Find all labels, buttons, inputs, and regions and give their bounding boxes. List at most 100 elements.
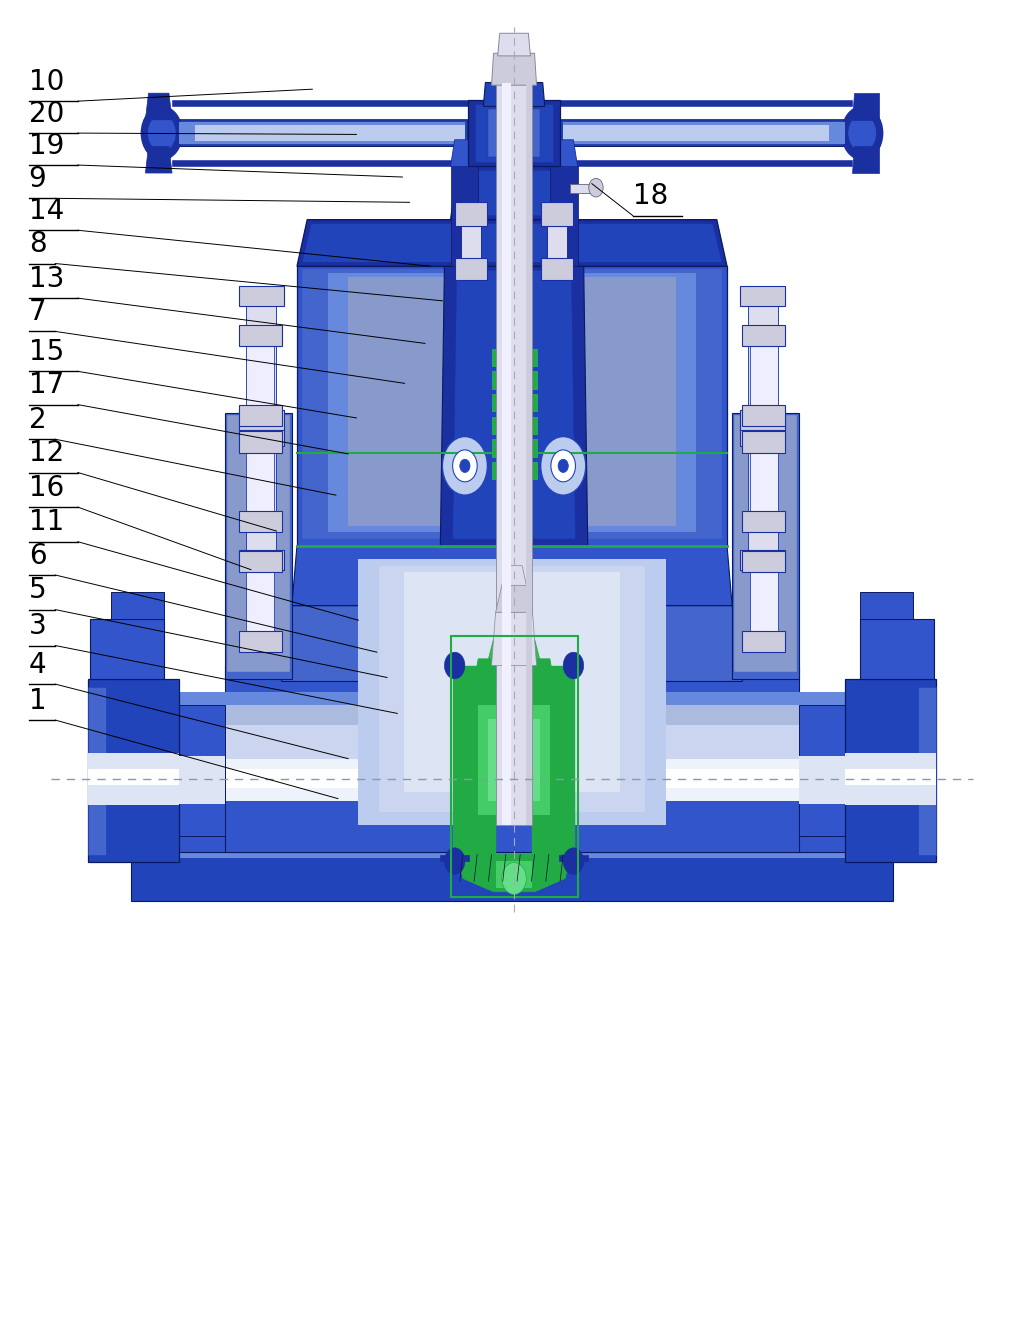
Polygon shape (292, 546, 732, 606)
Polygon shape (742, 551, 785, 572)
Polygon shape (742, 431, 785, 453)
Polygon shape (239, 325, 282, 346)
Polygon shape (239, 431, 282, 453)
Polygon shape (496, 83, 532, 825)
Polygon shape (498, 33, 530, 56)
Polygon shape (453, 270, 575, 539)
Circle shape (551, 450, 575, 482)
Polygon shape (458, 170, 570, 216)
Polygon shape (496, 679, 532, 821)
Polygon shape (475, 104, 553, 162)
Polygon shape (131, 745, 893, 852)
Polygon shape (131, 769, 893, 788)
Text: 2: 2 (29, 406, 46, 434)
Polygon shape (845, 679, 936, 862)
Polygon shape (88, 753, 179, 805)
Polygon shape (860, 619, 934, 679)
Text: 10: 10 (29, 68, 65, 96)
Polygon shape (145, 146, 172, 173)
Polygon shape (379, 566, 645, 812)
Polygon shape (541, 258, 573, 280)
Polygon shape (492, 462, 537, 479)
Polygon shape (179, 705, 225, 836)
Polygon shape (455, 202, 487, 226)
Polygon shape (461, 213, 481, 273)
Polygon shape (492, 394, 537, 411)
Circle shape (453, 450, 477, 482)
Polygon shape (179, 122, 465, 144)
Polygon shape (734, 415, 797, 672)
Polygon shape (563, 122, 845, 144)
Circle shape (444, 848, 465, 874)
Polygon shape (488, 109, 540, 157)
Polygon shape (246, 433, 276, 559)
Polygon shape (239, 551, 282, 572)
Ellipse shape (141, 106, 182, 160)
Polygon shape (740, 410, 785, 430)
Polygon shape (732, 413, 799, 679)
Text: 11: 11 (29, 508, 63, 536)
Polygon shape (526, 83, 532, 825)
Polygon shape (492, 612, 537, 666)
Text: 20: 20 (29, 100, 65, 128)
Polygon shape (131, 848, 893, 858)
Text: 7: 7 (29, 298, 46, 326)
Text: 1: 1 (29, 687, 46, 715)
Text: 18: 18 (633, 182, 668, 210)
Polygon shape (742, 325, 785, 346)
Polygon shape (348, 277, 676, 526)
Polygon shape (88, 769, 179, 785)
Polygon shape (799, 705, 845, 836)
Text: 12: 12 (29, 439, 63, 467)
Circle shape (502, 862, 526, 894)
Polygon shape (451, 166, 478, 266)
Polygon shape (532, 666, 575, 855)
Circle shape (444, 652, 465, 679)
Polygon shape (131, 759, 893, 801)
Polygon shape (239, 405, 282, 426)
Polygon shape (860, 592, 913, 619)
Polygon shape (483, 83, 545, 106)
Polygon shape (453, 666, 496, 855)
Polygon shape (131, 692, 893, 705)
Polygon shape (468, 100, 560, 166)
Polygon shape (845, 769, 936, 785)
Ellipse shape (147, 114, 176, 152)
Ellipse shape (842, 106, 883, 160)
Polygon shape (246, 437, 274, 532)
Text: 15: 15 (29, 338, 63, 366)
Polygon shape (179, 756, 225, 804)
Polygon shape (88, 679, 179, 862)
Polygon shape (541, 202, 573, 226)
Polygon shape (550, 166, 578, 266)
Polygon shape (492, 371, 537, 389)
Polygon shape (560, 120, 865, 146)
Text: 19: 19 (29, 132, 65, 160)
Polygon shape (195, 125, 465, 141)
Polygon shape (473, 659, 555, 689)
Text: 4: 4 (29, 651, 46, 679)
Polygon shape (225, 413, 292, 679)
Polygon shape (227, 415, 290, 672)
Polygon shape (131, 705, 893, 725)
Polygon shape (742, 405, 785, 426)
Polygon shape (492, 417, 537, 434)
Polygon shape (492, 439, 537, 457)
Polygon shape (502, 566, 526, 586)
Polygon shape (740, 550, 785, 570)
Circle shape (589, 178, 603, 197)
Text: 13: 13 (29, 265, 65, 293)
Circle shape (442, 437, 487, 495)
Polygon shape (404, 572, 620, 792)
Circle shape (460, 459, 470, 473)
Polygon shape (246, 293, 276, 419)
Polygon shape (159, 120, 468, 146)
Text: 16: 16 (29, 474, 63, 502)
Polygon shape (358, 559, 666, 825)
Polygon shape (225, 666, 799, 852)
Circle shape (541, 437, 586, 495)
Polygon shape (748, 433, 778, 559)
Polygon shape (742, 631, 785, 652)
Circle shape (563, 848, 584, 874)
Polygon shape (488, 639, 540, 659)
